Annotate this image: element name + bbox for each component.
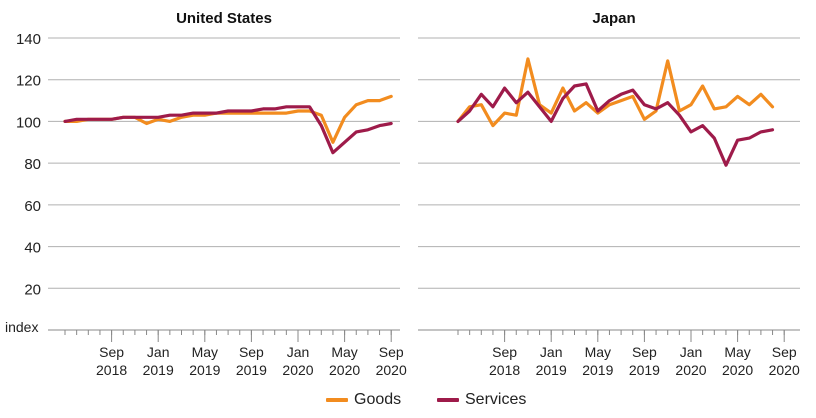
y-unit-label: index bbox=[5, 319, 38, 335]
x-tick-label-year: 2020 bbox=[769, 362, 800, 378]
x-tick-label-month: Jan bbox=[287, 344, 310, 360]
x-tick-label-month: Sep bbox=[239, 344, 264, 360]
y-tick-label-40: 40 bbox=[24, 240, 41, 257]
x-tick-label-month: Sep bbox=[632, 344, 657, 360]
x-tick-label-year: 2020 bbox=[722, 362, 753, 378]
y-tick-label-80: 80 bbox=[24, 156, 41, 173]
legend-swatch-services bbox=[437, 398, 459, 402]
y-tick-label-120: 120 bbox=[16, 73, 41, 90]
series-line-services bbox=[456, 82, 775, 167]
x-tick-label-year: 2020 bbox=[329, 362, 360, 378]
x-tick-label-month: Jan bbox=[147, 344, 170, 360]
x-tick-label-month: May bbox=[192, 344, 218, 360]
panel-united-states: United States 20 40 60 80 100 120 140 index Sep 20… bbox=[5, 10, 407, 378]
x-tick-label-year: 2018 bbox=[96, 362, 127, 378]
y-tick-label-20: 20 bbox=[24, 281, 41, 298]
x-tick-label-year: 2019 bbox=[582, 362, 613, 378]
x-tick-label-year: 2019 bbox=[629, 362, 660, 378]
x-tick-label-year: 2020 bbox=[282, 362, 313, 378]
y-tick-label-140: 140 bbox=[16, 31, 41, 48]
x-tick-label-month: May bbox=[585, 344, 611, 360]
x-tick-label-month: Jan bbox=[540, 344, 563, 360]
chart-legend: Goods Services bbox=[0, 388, 816, 412]
x-tick-label-year: 2020 bbox=[675, 362, 706, 378]
panel-title: United States bbox=[176, 10, 272, 27]
panel-title: Japan bbox=[592, 10, 635, 27]
x-tick-label-year: 2019 bbox=[189, 362, 220, 378]
x-tick-label-month: Jan bbox=[680, 344, 703, 360]
legend-item-goods: Goods bbox=[326, 388, 401, 412]
x-tick-label-month: Sep bbox=[772, 344, 797, 360]
x-tick-label-month: Sep bbox=[379, 344, 404, 360]
legend-label-goods: Goods bbox=[354, 391, 402, 408]
y-tick-label-100: 100 bbox=[16, 114, 41, 131]
x-tick-label-year: 2019 bbox=[536, 362, 567, 378]
x-tick-label-year: 2019 bbox=[143, 362, 174, 378]
x-tick-label-year: 2018 bbox=[489, 362, 520, 378]
x-tick-label-year: 2020 bbox=[376, 362, 407, 378]
legend-label-services: Services bbox=[465, 391, 527, 408]
x-tick-label-month: May bbox=[331, 344, 357, 360]
x-tick-label-month: Sep bbox=[99, 344, 124, 360]
x-tick-label-month: May bbox=[724, 344, 750, 360]
x-tick-label-year: 2019 bbox=[236, 362, 267, 378]
series-line-services bbox=[63, 105, 393, 155]
y-tick-label-60: 60 bbox=[24, 198, 41, 215]
x-tick-label-month: Sep bbox=[492, 344, 517, 360]
panel-japan: Japan Sep 2018 Jan 2019 May 2019 Sep 2019 Jan 2020… bbox=[418, 10, 800, 378]
legend-swatch-goods bbox=[326, 398, 348, 402]
legend-item-services: Services bbox=[437, 388, 526, 412]
series-line-goods bbox=[456, 57, 775, 128]
